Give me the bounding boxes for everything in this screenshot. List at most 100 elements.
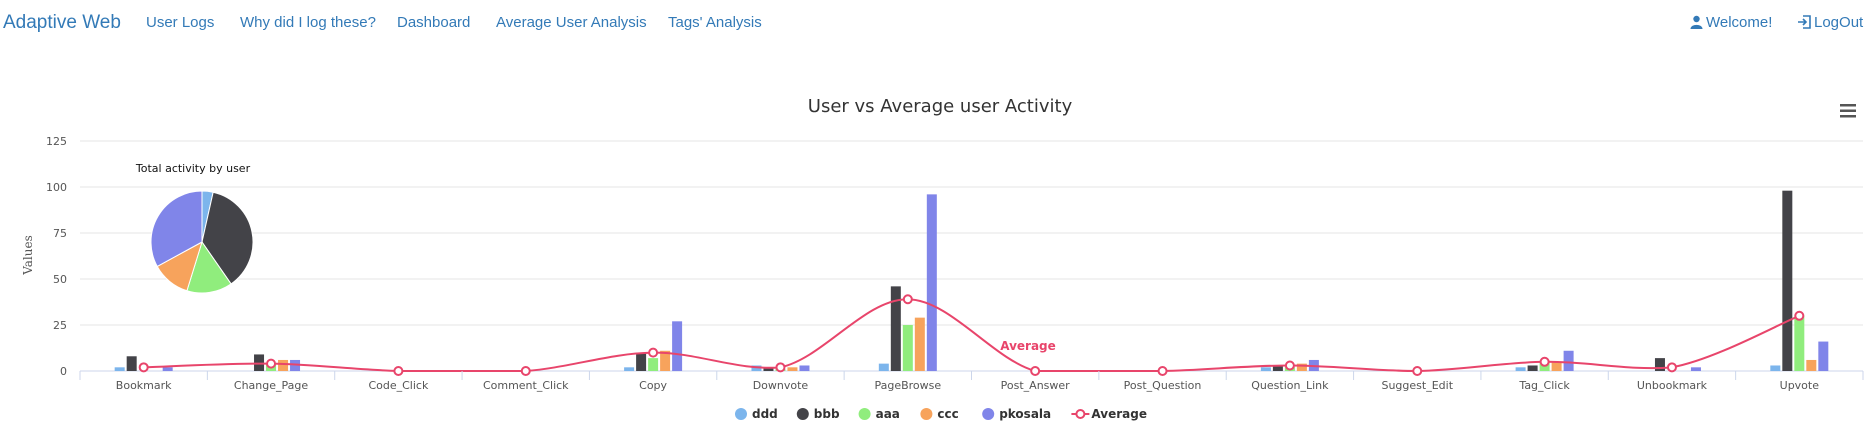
- brand-link[interactable]: Adaptive Web: [3, 12, 121, 33]
- bar-pkosala: [672, 321, 683, 371]
- bar-pkosala: [1818, 341, 1829, 371]
- bar-aaa: [648, 358, 659, 371]
- welcome-link[interactable]: Welcome!: [1690, 14, 1772, 31]
- legend-item-ddd[interactable]: ddd: [735, 407, 778, 421]
- average-point: [1030, 366, 1041, 376]
- hamburger-menu-icon[interactable]: [1838, 102, 1858, 120]
- bar-aaa: [902, 325, 913, 371]
- logout-link[interactable]: LogOut: [1797, 14, 1863, 31]
- average-point: [1412, 366, 1423, 376]
- nav-link-why-log[interactable]: Why did I log these?: [240, 14, 376, 31]
- x-tick-label: PageBrowse: [874, 379, 941, 392]
- bar-bbb: [890, 286, 901, 371]
- legend-marker: [735, 408, 747, 420]
- bar-ccc: [787, 367, 798, 371]
- bar-bbb: [763, 367, 774, 371]
- bar-aaa: [1794, 315, 1805, 371]
- bar-ccc: [1551, 361, 1562, 371]
- average-point: [1539, 356, 1550, 367]
- pie-title: Total activity by user: [135, 162, 251, 175]
- nav-link-dashboard[interactable]: Dashboard: [397, 14, 471, 31]
- bar-ddd: [1515, 367, 1526, 371]
- y-axis-title: Values: [21, 235, 35, 276]
- legend-marker: [796, 408, 809, 420]
- average-point: [520, 366, 531, 376]
- nav-link-tags-analysis[interactable]: Tags' Analysis: [668, 14, 762, 31]
- bar-ccc: [1806, 359, 1817, 371]
- average-point: [138, 362, 149, 373]
- average-point: [648, 347, 659, 358]
- y-tick-label: 75: [53, 227, 67, 240]
- welcome-label: Welcome!: [1706, 14, 1773, 31]
- average-point: [1794, 310, 1805, 321]
- legend-item-Average[interactable]: Average: [1071, 407, 1147, 421]
- x-tick-label: Post_Question: [1124, 379, 1202, 392]
- average-point: [902, 294, 913, 305]
- pie-slice-pkosala: [150, 190, 203, 268]
- legend-label: ddd: [752, 407, 778, 421]
- y-tick-label: 50: [53, 273, 67, 286]
- legend-label: Average: [1091, 407, 1147, 421]
- legend-item-aaa[interactable]: aaa: [858, 407, 900, 421]
- legend-label: bbb: [814, 407, 840, 421]
- x-tick-label: Downvote: [753, 379, 809, 392]
- bar-bbb: [126, 356, 137, 371]
- navbar: Adaptive Web User Logs Why did I log the…: [0, 0, 1875, 44]
- bar-ccc: [660, 350, 671, 371]
- bar-pkosala: [1690, 367, 1701, 371]
- average-point: [266, 358, 277, 369]
- legend-label: ccc: [937, 407, 958, 421]
- x-tick-label: Tag_Click: [1518, 379, 1570, 392]
- average-annotation: Average: [1000, 339, 1056, 353]
- bar-ddd: [114, 367, 125, 371]
- x-tick-label: Copy: [639, 379, 667, 392]
- legend-item-bbb[interactable]: bbb: [796, 407, 840, 421]
- x-tick-label: Upvote: [1780, 379, 1820, 392]
- y-tick-label: 0: [60, 365, 67, 378]
- nav-link-average-user-analysis[interactable]: Average User Analysis: [496, 14, 647, 31]
- bar-pkosala: [799, 365, 810, 371]
- bar-ddd: [878, 363, 889, 371]
- legend-marker: [1075, 409, 1086, 419]
- nav-link-user-logs[interactable]: User Logs: [146, 14, 215, 31]
- y-tick-label: 125: [46, 135, 67, 148]
- bar-bbb: [1782, 190, 1793, 371]
- legend-marker: [920, 408, 933, 420]
- average-point: [1157, 366, 1168, 376]
- x-tick-label: Change_Page: [234, 379, 308, 392]
- pie-slice-bbb: [201, 191, 254, 285]
- legend-item-pkosala[interactable]: pkosala: [982, 407, 1051, 421]
- bar-ccc: [1296, 363, 1307, 371]
- bar-pkosala: [1563, 350, 1574, 371]
- average-point: [393, 366, 404, 376]
- bar-ddd: [1260, 367, 1271, 371]
- bar-bbb: [636, 352, 647, 371]
- x-tick-label: Unbookmark: [1637, 379, 1708, 392]
- x-tick-label: Question_Link: [1251, 379, 1329, 392]
- average-point: [1284, 360, 1295, 371]
- chart-title: User vs Average user Activity: [808, 96, 1073, 117]
- bar-bbb: [1654, 358, 1665, 371]
- legend-marker: [858, 408, 871, 420]
- bar-bbb: [1272, 365, 1283, 371]
- y-tick-label: 25: [53, 319, 67, 332]
- legend-marker: [982, 408, 995, 420]
- x-tick-label: Comment_Click: [483, 379, 569, 392]
- legend-label: pkosala: [999, 407, 1051, 421]
- x-tick-label: Post_Answer: [1001, 379, 1071, 392]
- x-tick-label: Code_Click: [368, 379, 429, 392]
- bar-pkosala: [926, 194, 937, 371]
- bar-ddd: [1770, 365, 1781, 371]
- legend-label: aaa: [876, 407, 900, 421]
- y-tick-label: 100: [46, 181, 67, 194]
- bar-bbb: [1527, 365, 1538, 371]
- average-line: [143, 298, 1800, 373]
- legend-item-ccc[interactable]: ccc: [920, 407, 959, 421]
- user-icon: [1690, 15, 1703, 29]
- bar-ccc: [914, 317, 925, 371]
- x-tick-label: Bookmark: [116, 379, 172, 392]
- bar-pkosala: [162, 367, 173, 371]
- x-tick-label: Suggest_Edit: [1381, 379, 1453, 392]
- bar-ccc: [278, 359, 289, 371]
- average-point: [775, 362, 786, 373]
